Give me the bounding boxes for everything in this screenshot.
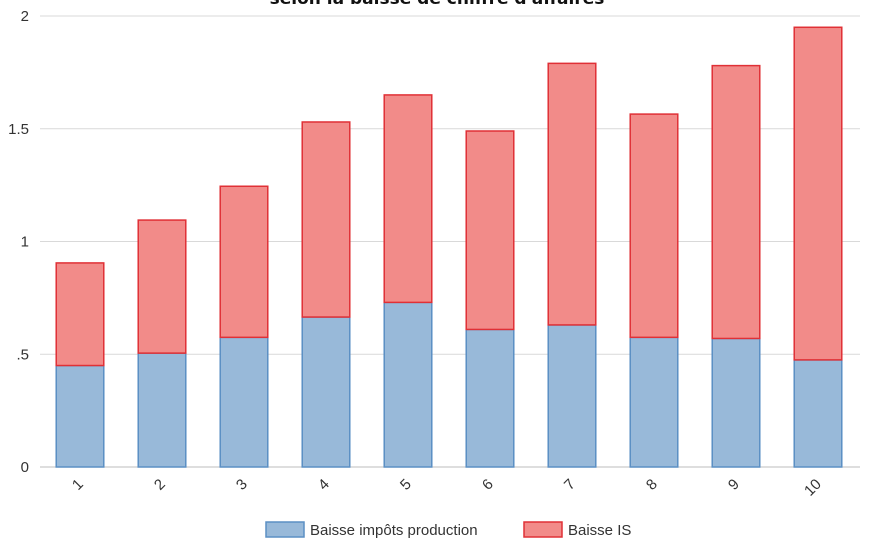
legend-swatch <box>265 521 305 538</box>
x-tick-label: 6 <box>479 476 497 494</box>
legend-label: Baisse IS <box>568 522 631 539</box>
x-tick-label: 1 <box>69 476 87 494</box>
bar-segment-impots-production <box>793 359 843 468</box>
bars <box>55 26 843 468</box>
bar-segment-is <box>465 130 515 331</box>
bar-segment-is <box>55 262 105 367</box>
bar-segment-impots-production <box>547 324 597 468</box>
bar-segment-impots-production <box>301 316 351 468</box>
y-tick-label: 1 <box>21 234 29 251</box>
bar-segment-impots-production <box>55 364 105 468</box>
bar-segment-is <box>793 26 843 361</box>
x-tick-label: 4 <box>315 476 333 494</box>
x-tick-label: 3 <box>233 476 251 494</box>
bar-segment-impots-production <box>137 352 187 468</box>
legend-label: Baisse impôts production <box>310 522 478 539</box>
bar-segment-is <box>219 185 269 339</box>
x-tick-label: 8 <box>643 476 661 494</box>
bar-segment-impots-production <box>465 328 515 468</box>
bar-segment-is <box>137 219 187 354</box>
bar-segment-impots-production <box>383 301 433 468</box>
x-tick-label: 2 <box>151 476 169 494</box>
y-tick-label: 0 <box>21 459 29 476</box>
chart-title: selon la baisse de chiffre d'affaires <box>270 0 605 9</box>
y-tick-label: .5 <box>16 346 29 363</box>
x-tick-label: 9 <box>725 476 743 494</box>
bar-segment-impots-production <box>711 337 761 468</box>
bar-segment-is <box>629 113 679 339</box>
y-tick-label: 1.5 <box>8 121 29 138</box>
y-tick-label: 2 <box>21 8 29 25</box>
x-tick-label: 5 <box>397 476 415 494</box>
y-axis-ticks: 0 .5 1 1.5 2 <box>8 8 29 476</box>
x-tick-label: 10 <box>801 476 825 500</box>
bar-segment-is <box>547 62 597 326</box>
x-tick-label: 7 <box>561 476 579 494</box>
bar-segment-is <box>301 121 351 318</box>
legend: Baisse impôts production Baisse IS <box>265 521 631 539</box>
bar-segment-is <box>711 64 761 340</box>
bar-segment-impots-production <box>629 336 679 468</box>
legend-swatch <box>523 521 563 538</box>
bar-segment-is <box>383 94 433 304</box>
x-axis-ticks: 1 2 3 4 5 6 7 8 9 10 <box>69 476 825 500</box>
bar-segment-impots-production <box>219 336 269 468</box>
